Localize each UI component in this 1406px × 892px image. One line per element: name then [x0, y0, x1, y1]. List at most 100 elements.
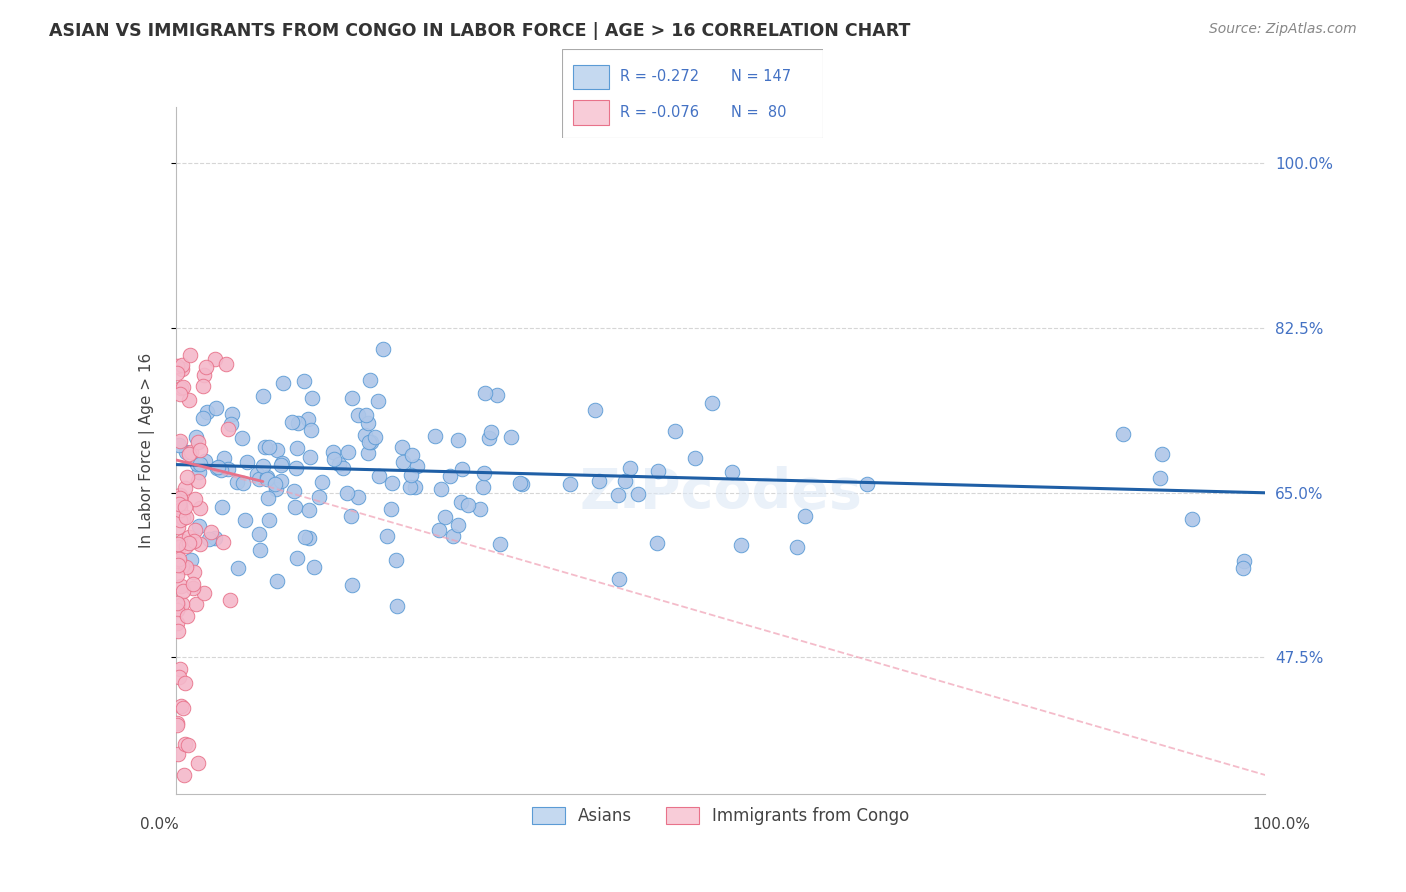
Point: [166, 359, 188, 373]
Point: [169, 662, 191, 676]
Point: [173, 481, 195, 495]
Point: [188, 457, 211, 471]
Point: [172, 511, 194, 525]
Point: [173, 500, 195, 514]
Point: [322, 445, 344, 459]
Point: [231, 431, 253, 445]
Point: [181, 577, 204, 591]
Point: [472, 466, 495, 480]
Point: [172, 380, 194, 394]
Point: [308, 490, 330, 504]
Point: [683, 451, 706, 466]
Point: [169, 491, 191, 505]
Point: [166, 615, 188, 630]
Point: [194, 453, 217, 467]
Point: [169, 499, 191, 513]
Point: [215, 357, 238, 371]
Point: [170, 579, 193, 593]
Point: [270, 458, 292, 472]
Point: [247, 472, 270, 486]
Point: [200, 525, 222, 540]
Point: [311, 475, 333, 489]
Point: [510, 477, 533, 491]
Point: [249, 542, 271, 557]
Point: [187, 435, 209, 450]
Point: [647, 535, 669, 549]
Point: [190, 536, 212, 550]
Point: [226, 475, 249, 490]
Point: [193, 586, 215, 600]
Point: [221, 407, 243, 421]
Point: [284, 500, 307, 514]
Point: [322, 451, 344, 466]
Point: [187, 466, 209, 480]
Point: [1150, 447, 1173, 461]
Point: [297, 412, 319, 426]
Point: [401, 448, 423, 462]
Point: [166, 596, 188, 610]
Point: [302, 560, 325, 574]
Point: [169, 434, 191, 448]
Point: [1232, 560, 1254, 574]
Point: [332, 461, 354, 475]
Point: [166, 715, 188, 730]
Point: [176, 560, 198, 574]
Point: [391, 440, 413, 454]
Point: [170, 698, 193, 713]
Point: [328, 457, 350, 471]
Point: [184, 523, 207, 537]
Point: [387, 599, 409, 613]
Point: [256, 491, 278, 505]
Point: [212, 450, 235, 465]
Point: [404, 479, 426, 493]
Point: [721, 465, 744, 479]
Point: [191, 379, 214, 393]
Point: [195, 405, 218, 419]
Point: [375, 529, 398, 543]
Point: [266, 442, 288, 457]
Point: [301, 391, 323, 405]
Point: [619, 461, 641, 475]
Point: [166, 599, 188, 613]
Point: [794, 509, 817, 524]
Point: [172, 534, 194, 549]
Point: [254, 440, 277, 454]
Point: [346, 409, 368, 423]
Point: [364, 430, 387, 444]
Point: [385, 553, 408, 567]
Point: [257, 513, 280, 527]
Point: [167, 624, 190, 638]
Point: [380, 502, 402, 516]
Point: [173, 675, 195, 690]
Point: [614, 474, 637, 488]
Point: [187, 474, 209, 488]
Point: [245, 467, 267, 481]
Point: [607, 572, 630, 586]
Point: [170, 381, 193, 395]
Point: [184, 430, 207, 444]
Point: [342, 391, 364, 405]
Point: [179, 530, 201, 544]
Point: [166, 567, 188, 582]
Point: [167, 670, 190, 684]
Point: [167, 520, 190, 534]
Point: [176, 608, 198, 623]
Point: [430, 482, 453, 496]
Point: [179, 348, 201, 362]
Point: [485, 388, 508, 402]
Point: [169, 513, 191, 527]
Point: [174, 510, 197, 524]
Point: [166, 556, 188, 570]
Point: [1149, 471, 1171, 485]
Point: [217, 461, 239, 475]
Point: [247, 526, 270, 541]
Text: R = -0.076: R = -0.076: [620, 105, 699, 120]
Point: [786, 540, 808, 554]
Point: [298, 450, 321, 464]
Point: [489, 537, 512, 551]
Point: [169, 488, 191, 502]
Point: [406, 458, 429, 473]
Point: [298, 503, 321, 517]
Point: [367, 394, 389, 409]
Point: [299, 423, 322, 437]
